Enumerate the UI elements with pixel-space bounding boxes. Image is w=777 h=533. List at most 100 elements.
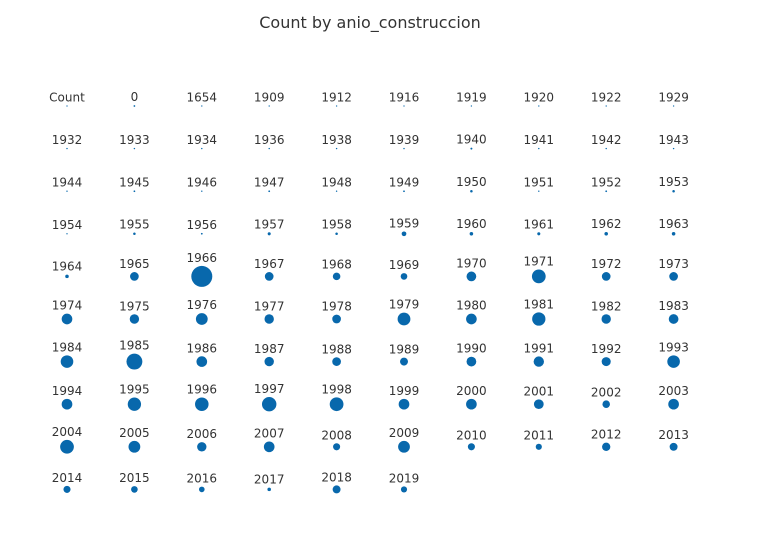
bubble-marker	[133, 232, 136, 236]
category-label: 1944	[52, 176, 83, 190]
bubble-marker	[133, 105, 136, 107]
bubble-marker	[333, 443, 341, 451]
bubble-cell: 1973	[658, 257, 689, 281]
category-label: 1962	[591, 217, 622, 231]
bubble-cell: 2019	[389, 471, 420, 493]
bubble-cell: 1971	[524, 255, 555, 284]
category-label: 1984	[52, 340, 83, 354]
category-label: 1940	[456, 133, 487, 147]
bubble-cell: 1983	[658, 299, 689, 324]
category-label: 1947	[254, 175, 285, 189]
bubble-marker	[398, 440, 410, 453]
bubble-marker	[538, 190, 540, 192]
category-label: 1994	[52, 384, 83, 398]
category-label: 1970	[456, 257, 487, 271]
category-label: 1933	[119, 133, 150, 147]
category-label: 1972	[591, 257, 622, 271]
bubble-cell: 1985	[119, 339, 150, 370]
bubble-cell: 1975	[119, 299, 150, 324]
bubble-cell: 1972	[591, 257, 622, 281]
bubble-cell: 2011	[524, 429, 555, 450]
bubble-marker	[601, 314, 611, 324]
category-label: 2011	[524, 429, 555, 443]
bubble-marker	[400, 357, 408, 366]
bubble-cell: 1948	[321, 176, 352, 192]
bubble-cell: 2018	[321, 470, 352, 494]
category-label: 1939	[389, 133, 420, 147]
category-label: 1968	[321, 258, 352, 272]
bubble-marker	[200, 232, 203, 235]
bubble-marker	[605, 190, 608, 193]
bubble-marker	[533, 399, 544, 410]
category-label: 2013	[658, 428, 689, 442]
category-label: 1998	[321, 382, 352, 396]
bubble-cell: 1957	[254, 217, 285, 236]
category-label: 1949	[389, 175, 420, 189]
bubble-cell: 1966	[187, 251, 217, 287]
bubble-marker	[672, 189, 675, 193]
bubble-cell: 1964	[52, 260, 83, 279]
bubble-marker	[403, 190, 405, 193]
bubble-marker	[129, 314, 140, 324]
category-label: 1985	[119, 339, 150, 353]
category-label: 2006	[187, 427, 218, 441]
category-label: 2000	[456, 384, 487, 398]
bubble-cell: 1969	[389, 258, 419, 280]
bubble-marker	[60, 355, 74, 368]
bubble-marker	[335, 232, 338, 236]
bubble-cell: 2017	[254, 473, 284, 492]
bubble-marker	[466, 398, 477, 410]
category-label: 1992	[591, 342, 622, 356]
bubble-cell: 1938	[321, 133, 352, 150]
bubble-cell: 1999	[389, 384, 419, 410]
bubble-cell: 2007	[254, 426, 284, 453]
bubble-cell: 1949	[389, 175, 420, 193]
bubble-cell: 2008	[321, 428, 352, 451]
bubble-cell: 2002	[591, 385, 621, 408]
bubble-marker	[127, 397, 142, 411]
category-label: 2009	[389, 426, 420, 440]
bubble-marker	[602, 442, 611, 451]
bubble-marker	[61, 398, 73, 410]
bubble-marker	[201, 105, 203, 107]
category-label: 1971	[524, 255, 555, 269]
bubble-marker	[197, 442, 207, 452]
bubble-marker	[397, 312, 411, 326]
category-label: 1953	[658, 175, 689, 189]
bubble-cell: 2003	[658, 384, 689, 410]
bubble-cell: 2016	[187, 472, 217, 493]
category-label: 1973	[658, 257, 689, 271]
bubble-cell: 1943	[658, 133, 689, 150]
category-label: 1957	[254, 217, 285, 231]
bubble-cell: 1920	[524, 90, 554, 107]
category-label: 1909	[254, 90, 285, 104]
category-label: 1978	[321, 300, 352, 314]
bubble-marker	[126, 353, 143, 370]
bubble-cell: 1989	[389, 343, 419, 366]
bubble-marker	[668, 314, 679, 324]
bubble-marker	[538, 105, 540, 107]
category-label: 1964	[52, 260, 83, 274]
bubble-marker	[66, 233, 68, 235]
category-label: 2005	[119, 426, 150, 440]
category-label: 2018	[321, 470, 352, 484]
bubble-cell: 2015	[119, 471, 150, 493]
category-label: 2019	[389, 471, 420, 485]
bubble-cell: 1953	[658, 175, 689, 193]
bubble-marker	[466, 313, 477, 325]
category-label: 2001	[524, 384, 555, 398]
bubble-cell: 1959	[389, 216, 419, 237]
bubble-cell: 1996	[187, 382, 217, 411]
bubble-cell: 1934	[187, 133, 217, 150]
category-label: 1938	[321, 133, 352, 147]
bubble-marker	[403, 105, 405, 107]
category-label: 1919	[456, 90, 487, 104]
bubble-marker	[532, 312, 546, 326]
bubble-marker	[672, 147, 675, 150]
bubble-marker	[400, 486, 408, 493]
bubble-marker	[268, 105, 270, 107]
category-label: 1980	[456, 299, 487, 313]
bubble-cell: 1954	[52, 218, 82, 235]
category-label: 1952	[591, 175, 622, 189]
